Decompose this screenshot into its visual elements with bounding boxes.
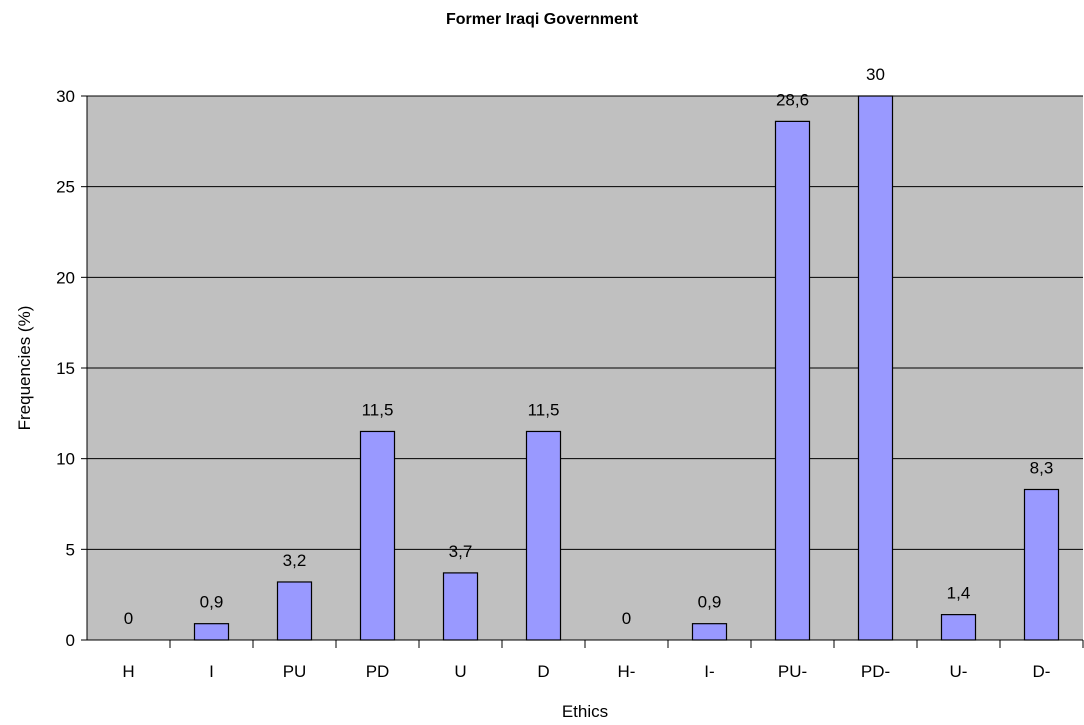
y-tick-label: 15 bbox=[56, 359, 75, 378]
data-label: 8,3 bbox=[1030, 458, 1054, 477]
data-label: 3,2 bbox=[283, 551, 307, 570]
x-tick-label: H- bbox=[618, 662, 636, 681]
x-tick-label: I- bbox=[704, 662, 714, 681]
y-tick-label: 10 bbox=[56, 450, 75, 469]
bar bbox=[774, 120, 811, 641]
x-tick-labels: H I PU PD U D H- I- PU- PD- U- D- bbox=[122, 662, 1050, 681]
x-tick-label: D bbox=[537, 662, 549, 681]
x-tick-label: H bbox=[122, 662, 134, 681]
bars bbox=[193, 95, 1060, 641]
x-axis-label: Ethics bbox=[562, 702, 608, 721]
chart-title: Former Iraqi Government bbox=[446, 11, 639, 28]
data-label: 0,9 bbox=[200, 593, 224, 612]
bar bbox=[1023, 488, 1060, 641]
data-labels: 0 0,9 3,2 11,5 3,7 11,5 0 0,9 28,6 30 1,4 8,3 bbox=[124, 65, 1054, 628]
axes bbox=[81, 95, 1084, 648]
x-tick-label: PD bbox=[366, 662, 390, 681]
bar bbox=[857, 95, 894, 641]
data-label: 3,7 bbox=[449, 542, 473, 561]
bar bbox=[940, 614, 977, 641]
data-label: 28,6 bbox=[776, 90, 809, 109]
y-tick-labels: 0 5 10 15 20 25 30 bbox=[56, 87, 75, 650]
y-tick-label: 25 bbox=[56, 178, 75, 197]
data-label: 1,4 bbox=[947, 584, 971, 603]
data-label: 0 bbox=[124, 609, 133, 628]
x-tick-label: PU bbox=[283, 662, 307, 681]
bar bbox=[276, 581, 313, 641]
y-tick-label: 30 bbox=[56, 87, 75, 106]
x-tick-label: D- bbox=[1033, 662, 1051, 681]
y-tick-label: 0 bbox=[66, 631, 75, 650]
gridlines bbox=[87, 95, 1083, 550]
bar bbox=[442, 572, 479, 641]
bar bbox=[193, 623, 230, 641]
data-label: 11,5 bbox=[362, 400, 394, 419]
bar bbox=[525, 430, 562, 641]
y-tick-label: 20 bbox=[56, 268, 75, 287]
data-label: 11,5 bbox=[528, 400, 560, 419]
x-tick-label: I bbox=[209, 662, 214, 681]
bar bbox=[691, 623, 728, 641]
data-label: 0 bbox=[622, 609, 631, 628]
bar bbox=[359, 430, 396, 641]
y-axis-label: Frequencies (%) bbox=[15, 306, 34, 431]
x-tick-label: U- bbox=[950, 662, 968, 681]
y-tick-label: 5 bbox=[66, 540, 75, 559]
data-label: 30 bbox=[866, 65, 885, 84]
x-tick-label: U bbox=[454, 662, 466, 681]
x-tick-label: PD- bbox=[861, 662, 890, 681]
data-label: 0,9 bbox=[698, 593, 722, 612]
x-tick-label: PU- bbox=[778, 662, 807, 681]
